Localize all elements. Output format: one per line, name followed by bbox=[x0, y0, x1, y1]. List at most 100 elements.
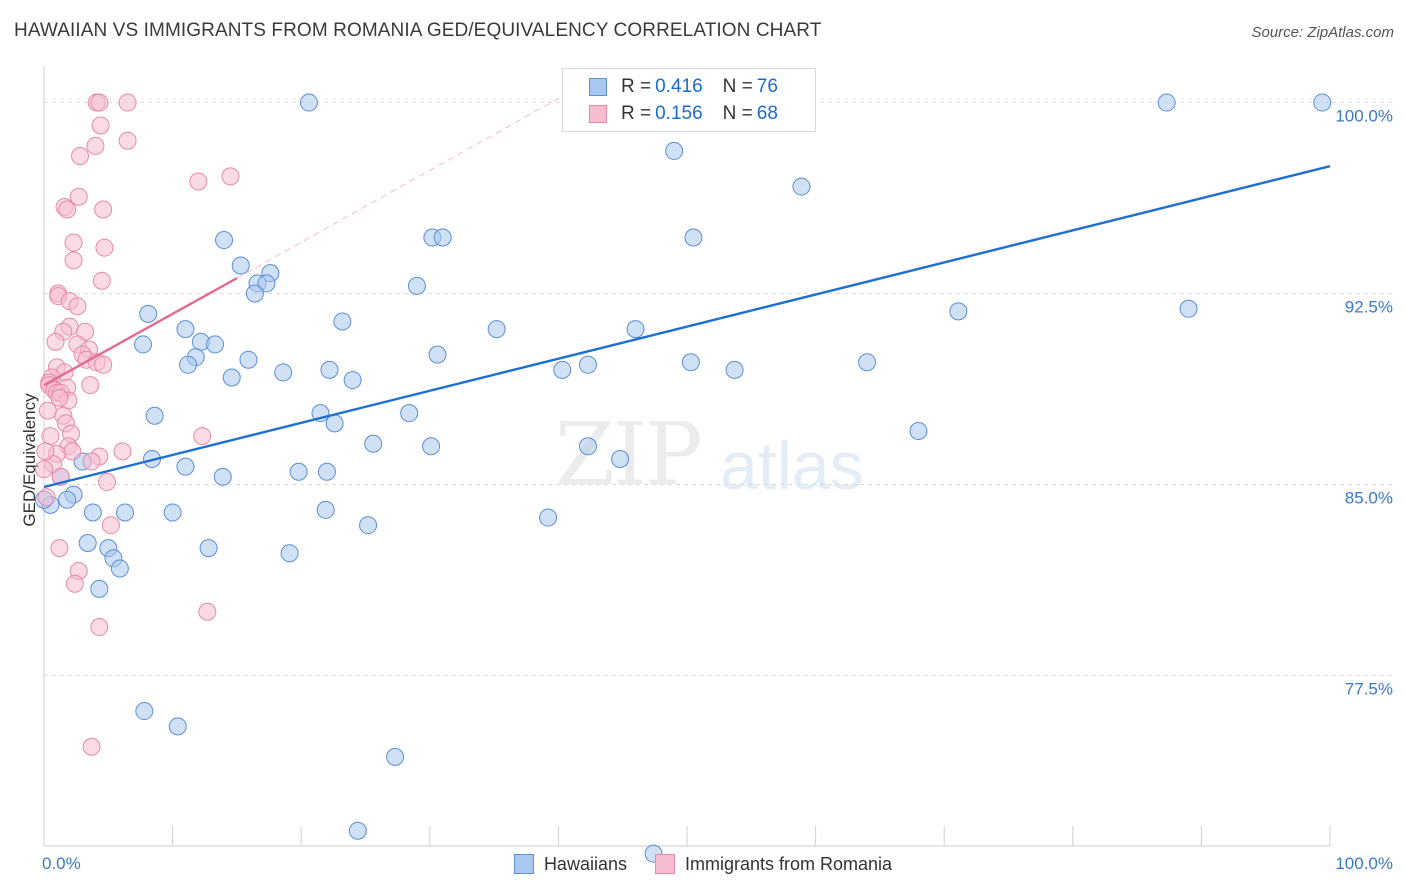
hawaiians-point bbox=[317, 462, 336, 481]
hawaiians-point bbox=[90, 579, 109, 598]
romania-point bbox=[98, 472, 117, 491]
legend-n-value: 76 bbox=[756, 76, 778, 97]
romania-trend-line bbox=[43, 277, 238, 387]
romania-point bbox=[50, 388, 69, 407]
legend-n-value: 68 bbox=[756, 103, 778, 124]
romania-point bbox=[95, 238, 114, 257]
hawaiians-point bbox=[176, 320, 195, 339]
stats-legend: R = 0.416 N = 76 R = 0.156 N = 68 bbox=[562, 68, 816, 132]
hawaiians-point bbox=[163, 503, 182, 522]
hawaiians-point bbox=[215, 231, 234, 250]
legend-n-label: N = bbox=[722, 103, 753, 124]
romania-point bbox=[81, 376, 100, 395]
legend-r-label: R = bbox=[621, 103, 652, 124]
legend-r-value: 0.416 bbox=[655, 76, 703, 97]
hawaiians-point bbox=[110, 559, 129, 578]
hawaiians-point bbox=[364, 434, 383, 453]
hawaiians-point bbox=[684, 228, 703, 247]
romania-point bbox=[35, 460, 53, 479]
romania-point bbox=[37, 488, 56, 507]
legend-swatch-hawaiians bbox=[513, 854, 534, 874]
legend-label-hawaiians: Hawaiians bbox=[543, 853, 627, 874]
hawaiians-point bbox=[1179, 299, 1198, 318]
romania-point bbox=[64, 233, 83, 252]
romania-point bbox=[198, 602, 217, 621]
romania-point bbox=[113, 442, 132, 461]
romania-point bbox=[90, 618, 109, 637]
hawaiians-point bbox=[280, 544, 299, 563]
hawaiians-point bbox=[626, 320, 645, 339]
hawaiians-point bbox=[179, 355, 198, 374]
hawaiians-point bbox=[316, 500, 335, 519]
romania-point bbox=[69, 187, 88, 206]
hawaiians-point bbox=[407, 276, 426, 295]
hawaiians-point bbox=[289, 462, 308, 481]
hawaiians-point bbox=[539, 508, 558, 527]
hawaiians-point bbox=[135, 702, 154, 721]
hawaiians-point bbox=[386, 747, 405, 766]
x-tick-label: 0.0% bbox=[42, 854, 81, 873]
romania-point bbox=[38, 401, 57, 420]
series-legend: Hawaiians Immigrants from Romania bbox=[0, 852, 1406, 876]
hawaiians-point bbox=[206, 335, 225, 354]
romania-point bbox=[82, 737, 101, 756]
legend-row-hawaiians: R = 0.416 N = 76 bbox=[589, 75, 778, 99]
hawaiians-point bbox=[611, 450, 630, 468]
romania-point bbox=[189, 172, 208, 191]
hawaiians-point bbox=[139, 304, 158, 323]
hawaiians-point bbox=[909, 421, 928, 440]
legend-item-hawaiians[interactable]: Hawaiians bbox=[513, 853, 627, 875]
romania-point bbox=[58, 200, 77, 219]
hawaiians-point bbox=[553, 360, 572, 379]
hawaiians-point bbox=[239, 350, 258, 369]
hawaiians-point bbox=[245, 284, 264, 303]
hawaiians-point bbox=[428, 345, 447, 364]
legend-n-label: N = bbox=[722, 76, 753, 97]
romania-point bbox=[118, 131, 137, 150]
hawaiians-point bbox=[213, 467, 232, 486]
hawaiians-point bbox=[1157, 93, 1176, 112]
hawaiians-point bbox=[1313, 93, 1332, 112]
hawaiians-point bbox=[487, 320, 506, 339]
romania-point bbox=[91, 116, 110, 135]
legend-label-romania: Immigrants from Romania bbox=[684, 853, 893, 874]
romania-point bbox=[68, 297, 87, 316]
romania-point bbox=[86, 136, 105, 155]
hawaiians-point bbox=[134, 335, 153, 354]
hawaiians-point bbox=[348, 821, 367, 840]
hawaiians-point bbox=[343, 371, 362, 390]
hawaiians-point bbox=[222, 368, 241, 387]
romania-point bbox=[94, 355, 113, 374]
hawaiians-point bbox=[116, 503, 135, 522]
y-tick-label: 100.0% bbox=[1335, 107, 1393, 126]
romania-trend-extension bbox=[236, 94, 566, 279]
hawaiians-point bbox=[578, 437, 597, 456]
legend-swatch-romania bbox=[589, 105, 607, 123]
hawaiians-point bbox=[320, 360, 339, 379]
legend-swatch-romania bbox=[654, 854, 675, 874]
hawaiians-point bbox=[359, 516, 378, 535]
hawaiians-trend-line bbox=[43, 165, 1331, 489]
hawaiians-point bbox=[78, 534, 97, 553]
hawaiians-point bbox=[274, 363, 293, 382]
legend-r-value: 0.156 bbox=[655, 103, 703, 124]
legend-row-romania: R = 0.156 N = 68 bbox=[589, 102, 778, 126]
romania-point bbox=[193, 427, 212, 446]
romania-point bbox=[82, 452, 101, 471]
hawaiians-point bbox=[325, 414, 344, 433]
hawaiians-point bbox=[665, 141, 684, 160]
hawaiians-point bbox=[257, 274, 276, 293]
hawaiians-point bbox=[168, 717, 187, 736]
hawaiians-point bbox=[83, 503, 102, 522]
hawaiians-point bbox=[681, 353, 700, 372]
hawaiians-point bbox=[299, 93, 318, 112]
x-tick-label: 100.0% bbox=[1335, 854, 1393, 873]
romania-point bbox=[64, 251, 83, 270]
romania-point bbox=[92, 271, 111, 290]
y-tick-label: 85.0% bbox=[1345, 488, 1393, 507]
romania-point bbox=[65, 574, 84, 593]
hawaiians-point bbox=[176, 457, 195, 476]
hawaiians-point bbox=[333, 312, 352, 331]
legend-item-romania[interactable]: Immigrants from Romania bbox=[654, 853, 893, 875]
romania-point bbox=[71, 147, 90, 166]
